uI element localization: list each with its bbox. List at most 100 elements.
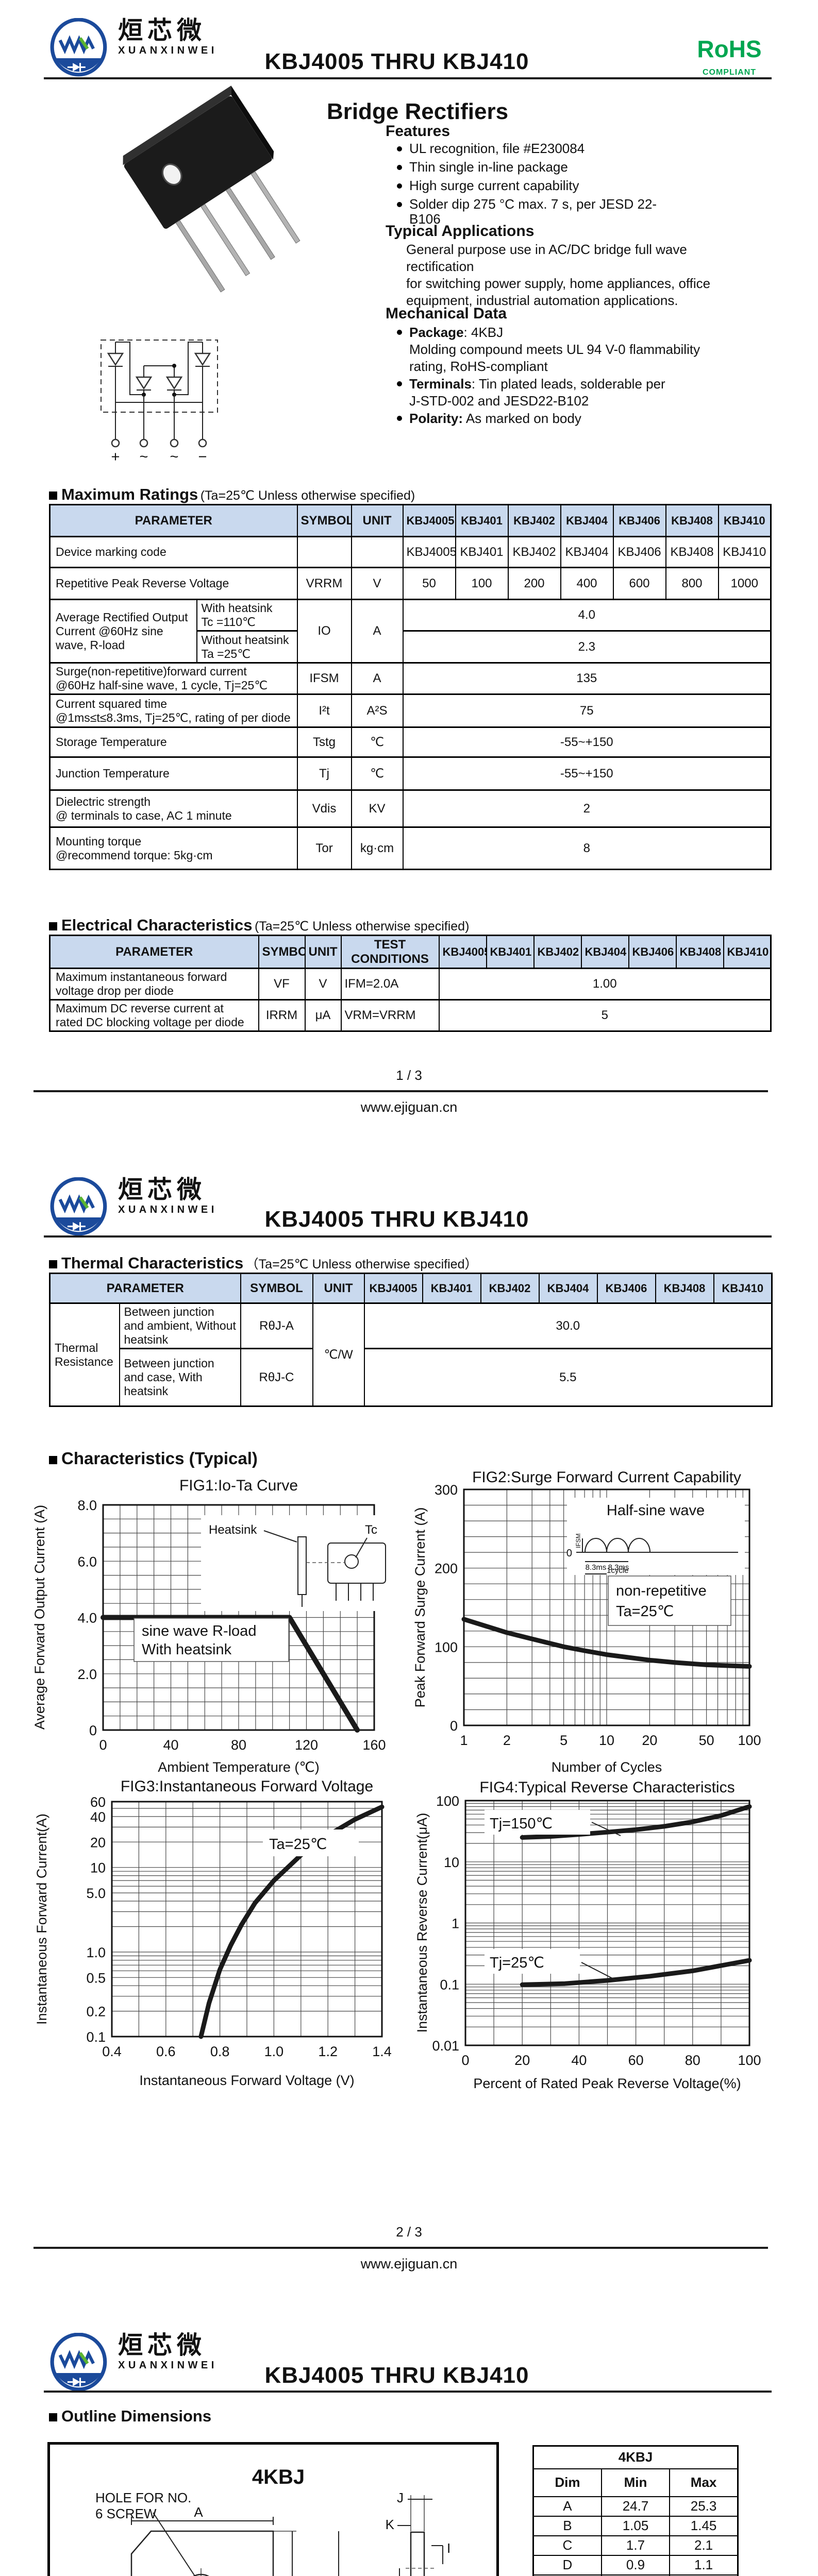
svg-text:120: 120 [295, 1737, 318, 1753]
cell-param: Current squared time @1ms≤t≤8.3ms, Tj=25… [49, 693, 298, 728]
svg-text:1.2: 1.2 [318, 2044, 338, 2059]
col-device: KBJ4005 [363, 1273, 423, 1304]
outline-drawing: A + ~ ~ − [130, 2490, 450, 2576]
cell-value: KBJ406 [612, 536, 666, 568]
fig3-overlay: FIG3:Instantaneous Forward Voltage Insta… [34, 1778, 373, 2088]
cell-min: 24.7 [600, 2496, 671, 2517]
cell-condition: With heatsink Tc =110℃ [196, 599, 298, 632]
product-title: Bridge Rectifiers [326, 99, 509, 124]
dim-table-body: A 24.7 25.3 B 1.05 1.45 C 1.7 2.1 D [532, 2496, 739, 2576]
x-axis-label: Instantaneous Forward Voltage (V) [139, 2073, 354, 2088]
annotation-line1: sine wave R-load [142, 1623, 256, 1639]
cell-symbol: RθJ-C [240, 1348, 313, 1407]
row-vf: Maximum instantaneous forward voltage dr… [49, 968, 772, 1001]
svg-text:0.5: 0.5 [86, 1970, 106, 1986]
section-marker-icon [49, 2413, 57, 2421]
chart-title: FIG2:Surge Forward Current Capability [472, 1469, 741, 1486]
svg-text:40: 40 [571, 2053, 587, 2068]
svg-text:60: 60 [628, 2053, 644, 2068]
fig3-forward-voltage-chart: 0.4 0.6 0.8 1.0 1.2 1.4 0.1 0.2 0.5 1.0 5.0 10 20 406… [34, 1778, 392, 2088]
feature-item: High surge current capability [397, 178, 686, 193]
col-dim: Dim [532, 2468, 602, 2497]
svg-text:20: 20 [642, 1733, 657, 1748]
col-test-conditions: TEST CONDITIONS [340, 935, 440, 969]
row-io-heatsink: Average Rectified Output Current @60Hz s… [49, 599, 772, 664]
footer-page-number: 2 / 3 [396, 2224, 422, 2240]
cell-dim: B [532, 2515, 602, 2536]
cell-value: KBJ404 [560, 536, 614, 568]
cell-param: Repetitive Peak Reverse Voltage [49, 567, 298, 600]
col-unit: UNIT [350, 504, 404, 537]
section-condition: (Ta=25℃ Unless otherwise specified) [200, 488, 415, 503]
svg-text:20: 20 [514, 2053, 530, 2068]
features-list: UL recognition, file #E230084 Thin single… [397, 141, 686, 230]
svg-text:4.0: 4.0 [77, 1611, 97, 1626]
brand-name-en: XUANXINWEI [118, 45, 218, 57]
cell-value: 2 [402, 789, 772, 828]
mech-text: As marked on body [463, 411, 581, 426]
cell-symbol: I²t [296, 693, 352, 728]
fig2-surge-chart: 1 2 5 10 20 50 100 0 100 200 300 FIG2:Surge Forwar… [412, 1469, 761, 1775]
cell-param: Between junction and ambient, Without he… [119, 1302, 241, 1349]
feature-text: Solder dip 275 °C max. 7 s, per JESD 22-… [409, 196, 657, 227]
col-parameter: PARAMETER [49, 1273, 241, 1304]
annotation-ta: Ta=25℃ [269, 1836, 327, 1853]
cell-param: Between junction and case, With heatsink [119, 1348, 241, 1407]
inset-zero-label: 0 [566, 1548, 572, 1559]
dim-label-K: K [386, 2517, 395, 2532]
dim-table-title: 4KBJ [532, 2445, 739, 2469]
footer-page-number: 1 / 3 [396, 1067, 422, 1083]
svg-text:1.0: 1.0 [264, 2044, 284, 2059]
dim-label-J: J [397, 2490, 404, 2505]
bullet-icon [397, 330, 402, 335]
brand-name-en: XUANXINWEI [118, 1204, 218, 1216]
cell-test: VRM=VRRM [340, 999, 440, 1032]
cell-max: 1.1 [669, 2554, 739, 2575]
svg-text:10: 10 [90, 1860, 106, 1876]
footer-rule [34, 1090, 768, 1092]
rohs-compliant-label: COMPLIANT [702, 68, 757, 77]
cell-value: 8 [402, 826, 772, 870]
cell-group: Thermal Resistance [49, 1302, 120, 1407]
chart-title: FIG4:Typical Reverse Characteristics [479, 1779, 734, 1796]
section-condition: (Ta=25℃ Unless otherwise specified) [254, 919, 470, 934]
section-title: Electrical Characteristics [61, 916, 253, 934]
y-axis-label: Instantaneous Forward Current(A) [34, 1814, 49, 2025]
rohs-badge: RoHS COMPLIANT [688, 37, 771, 77]
col-device: KBJ401 [422, 1273, 481, 1304]
mech-text: : 4KBJ [463, 325, 504, 340]
mechanical-item-package: Package: 4KBJ [397, 325, 706, 341]
cell-value: KBJ410 [717, 536, 772, 568]
col-device: KBJ402 [533, 935, 582, 969]
feature-text: High surge current capability [409, 178, 579, 193]
cell-unit: A [350, 599, 404, 664]
dimensions-table: 4KBJ Dim Min Max A 24.7 25.3 B 1.05 1.4 [532, 2445, 739, 2576]
bullet-icon [397, 183, 402, 189]
cell-param: Mounting torque @recommend torque: 5kg·c… [49, 826, 298, 870]
cell-symbol: RθJ-A [240, 1302, 313, 1349]
applications-text: General purpose use in AC/DC bridge full… [406, 242, 711, 308]
table-header-row: PARAMETER SYMBOL UNIT KBJ4005 KBJ401 KBJ40… [49, 504, 772, 537]
fig1-overlay: FIG1:Io-Ta Curve Ambient Temperature (℃)… [32, 1477, 387, 1775]
y-axis-label: Instantaneous Reverse Current(μA) [414, 1813, 430, 2033]
dim-label-I: I [447, 2540, 450, 2556]
fig4-reverse-characteristics-chart: 0 20 40 60 80 100 0.01 0.1 1 10 100 FIG4:Typical R… [414, 1779, 761, 2091]
section-marker-icon [49, 1260, 57, 1268]
row-vdis: Dielectric strength @ terminals to case,… [49, 789, 772, 828]
svg-text:100: 100 [435, 1639, 458, 1655]
cell-symbol: IFSM [296, 662, 352, 695]
cell-symbol: VRRM [296, 567, 352, 600]
cell-value: KBJ402 [507, 536, 561, 568]
row-tor: Mounting torque @recommend torque: 5kg·c… [49, 826, 772, 870]
cell-unit: V [304, 968, 342, 1001]
cell-value: 5 [438, 999, 772, 1032]
svg-text:2: 2 [503, 1733, 511, 1748]
col-device: KBJ410 [713, 1273, 773, 1304]
svg-text:100: 100 [738, 2053, 761, 2068]
row-irrm: Maximum DC reverse current at rated DC b… [49, 999, 772, 1032]
cell-min: 1.05 [600, 2515, 671, 2536]
cell-param: Junction Temperature [49, 756, 298, 791]
cell-unit [350, 536, 404, 568]
cell-symbol: Vdis [296, 789, 352, 828]
svg-text:100: 100 [436, 1793, 459, 1809]
